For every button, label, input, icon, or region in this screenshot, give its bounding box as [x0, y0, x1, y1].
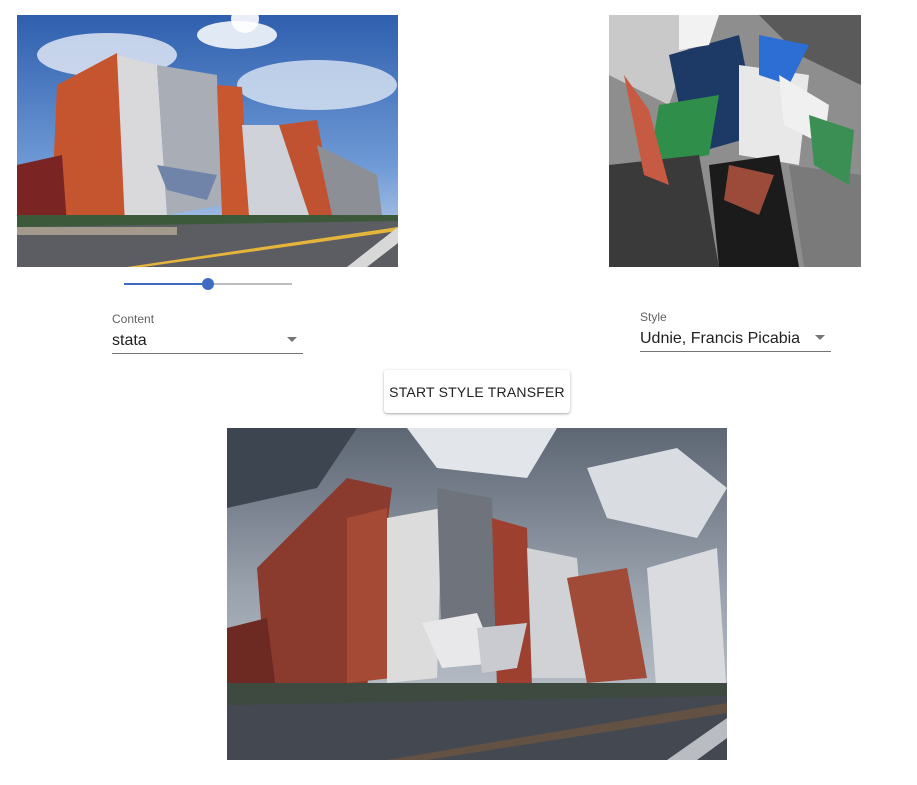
- style-ratio-slider[interactable]: [124, 276, 292, 292]
- content-select-value: stata: [112, 332, 147, 349]
- chevron-down-icon[interactable]: [287, 337, 297, 342]
- stylized-result-image: [227, 428, 727, 760]
- style-select-control[interactable]: Udnie, Francis Picabia: [640, 329, 831, 352]
- content-select-control[interactable]: stata: [112, 331, 303, 354]
- content-image: [17, 15, 398, 267]
- slider-fill: [124, 283, 208, 285]
- content-select[interactable]: Content stata: [112, 312, 303, 354]
- style-select-value: Udnie, Francis Picabia: [640, 330, 801, 347]
- start-style-transfer-button[interactable]: START STYLE TRANSFER: [384, 370, 570, 413]
- style-image: [609, 15, 861, 267]
- chevron-down-icon[interactable]: [815, 335, 825, 340]
- content-select-label: Content: [112, 312, 155, 326]
- style-select-label: Style: [640, 310, 667, 324]
- style-select[interactable]: Style Udnie, Francis Picabia: [640, 310, 831, 352]
- slider-thumb[interactable]: [202, 278, 214, 290]
